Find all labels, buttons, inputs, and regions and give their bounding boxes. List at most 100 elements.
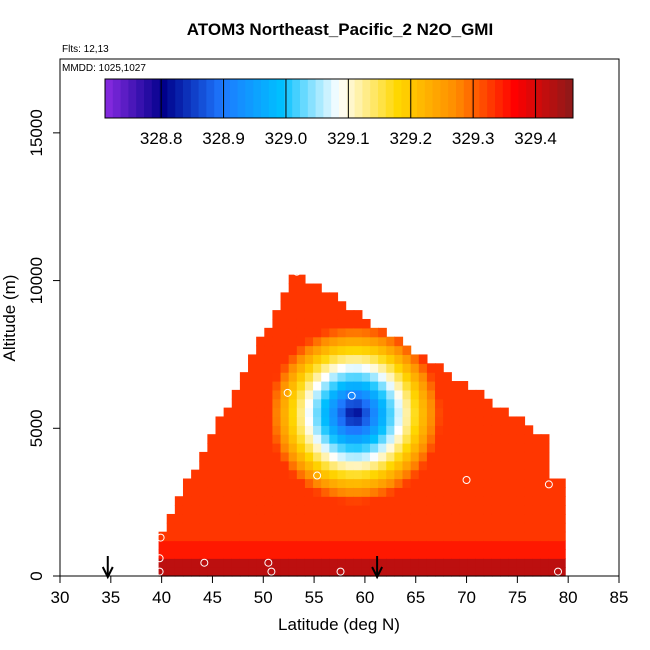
field-cell: [418, 434, 428, 444]
field-cell: [296, 469, 306, 480]
field-cell: [313, 496, 322, 506]
field-cell: [182, 478, 192, 488]
field-cell: [272, 478, 282, 488]
field-cell: [337, 505, 347, 515]
field-cell: [264, 327, 274, 338]
field-cell: [174, 505, 184, 515]
field-cell: [337, 487, 347, 497]
sample-point: [267, 567, 276, 576]
field-cell: [223, 478, 233, 488]
field-cell: [272, 389, 282, 400]
colorbar-segment: [378, 79, 387, 118]
field-cell: [272, 460, 282, 471]
field-cell: [524, 558, 534, 568]
arrow-head: [371, 566, 383, 580]
field-cell: [394, 567, 404, 577]
field-cell: [288, 283, 298, 293]
field-cell: [207, 505, 217, 515]
field-cell: [329, 451, 339, 462]
field-cell: [215, 505, 225, 515]
field-cell: [248, 540, 257, 551]
field-cell: [508, 451, 517, 462]
field-cell: [410, 443, 420, 453]
field-cell: [548, 540, 558, 551]
field-cell: [540, 487, 550, 497]
x-tick-label: 40: [152, 588, 171, 607]
field-cell: [166, 522, 176, 533]
field-cell: [337, 522, 347, 533]
colorbar-segment: [151, 79, 161, 118]
field-cell: [296, 372, 306, 382]
field-cell: [459, 460, 469, 471]
field-cell: [540, 531, 550, 542]
field-cell: [540, 460, 550, 471]
field-cell: [402, 469, 412, 480]
field-cell: [313, 407, 322, 418]
field-cell: [418, 372, 428, 382]
field-cell: [516, 451, 526, 462]
field-cell: [296, 407, 306, 418]
field-cell: [248, 398, 257, 409]
field-cell: [435, 522, 444, 533]
field-cell: [467, 567, 477, 577]
field-cell: [329, 513, 339, 524]
field-cell: [402, 407, 412, 418]
field-cell: [369, 398, 379, 409]
field-cell: [182, 513, 192, 524]
field-cell: [337, 327, 347, 338]
field-cell: [394, 425, 404, 435]
field-cell: [394, 487, 404, 497]
field-cell: [280, 487, 290, 497]
field-cell: [369, 487, 379, 497]
field-cell: [467, 425, 477, 435]
field-cell: [272, 540, 282, 551]
colorbar-segment: [339, 79, 348, 118]
field-cell: [369, 513, 379, 524]
field-cell: [516, 522, 526, 533]
field-cell: [418, 478, 428, 488]
field-cell: [443, 505, 452, 515]
field-cell: [256, 522, 265, 533]
field-cell: [361, 496, 371, 506]
field-cell: [304, 407, 314, 418]
field-cell: [321, 363, 330, 373]
field-cell: [483, 540, 493, 551]
field-cell: [264, 381, 274, 391]
field-cell: [280, 469, 290, 480]
field-cell: [418, 549, 428, 559]
field-cell: [491, 567, 501, 577]
field-cell: [483, 558, 493, 568]
field-cell: [500, 425, 509, 435]
field-cell: [304, 549, 314, 559]
x-tick-label: 70: [457, 588, 476, 607]
colorbar-segment: [206, 79, 215, 118]
field-cell: [345, 389, 355, 400]
field-cell: [239, 407, 249, 418]
field-cell: [548, 513, 558, 524]
mmdd-label: MMDD: 1025,1027: [62, 63, 146, 74]
field-cell: [394, 434, 404, 444]
field-cell: [467, 478, 477, 488]
field-cell: [353, 443, 363, 453]
field-cell: [313, 549, 322, 559]
field-cell: [207, 531, 217, 542]
field-cell: [321, 292, 330, 302]
field-cell: [215, 425, 225, 435]
field-cell: [402, 389, 412, 400]
colorbar-segment: [463, 79, 473, 118]
field-cell: [443, 487, 452, 497]
field-cell: [321, 487, 330, 497]
field-cell: [435, 549, 444, 559]
field-cell: [231, 389, 241, 400]
field-cell: [321, 381, 330, 391]
field-cell: [288, 443, 298, 453]
field-cell: [288, 531, 298, 542]
field-cell: [199, 460, 208, 471]
field-cell: [191, 531, 200, 542]
field-cell: [231, 434, 241, 444]
field-cell: [256, 425, 265, 435]
field-cell: [329, 310, 339, 320]
field-cell: [280, 372, 290, 382]
field-cell: [451, 540, 461, 551]
field-cell: [207, 513, 217, 524]
